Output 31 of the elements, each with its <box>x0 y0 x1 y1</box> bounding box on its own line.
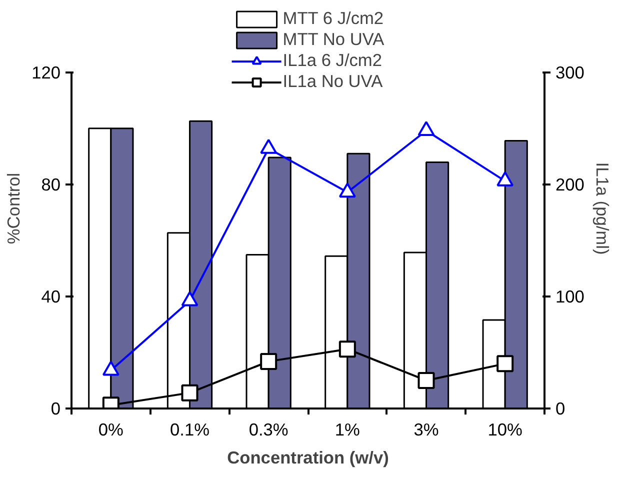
point <box>418 120 435 136</box>
point <box>418 372 435 389</box>
x-tick-label: 1% <box>334 420 360 440</box>
point <box>338 182 356 198</box>
legend-label: MTT 6 J/cm2 <box>282 8 384 29</box>
x-tick-label: 3% <box>414 420 439 440</box>
point <box>260 352 278 370</box>
x-tick-label: 0.3% <box>248 420 288 440</box>
x-tick-label: 10% <box>488 420 522 440</box>
point <box>260 138 278 154</box>
point <box>181 384 198 402</box>
point <box>338 340 356 358</box>
legend-label: IL1a 6 J/cm2 <box>282 50 382 71</box>
point <box>496 355 514 372</box>
legend-label: IL1a No UVA <box>282 71 383 92</box>
legend-label: MTT No UVA <box>282 29 384 50</box>
y-tick-label: 120 <box>32 62 61 82</box>
y2-tick-label: 200 <box>556 174 584 194</box>
y-tick-label: 40 <box>41 286 61 306</box>
y2-tick-label: 300 <box>556 62 584 82</box>
y-tick-label: 0 <box>50 398 61 418</box>
x-axis-title: Concentration (w/v) <box>227 448 389 468</box>
point <box>496 171 514 186</box>
x-tick-label: 0% <box>98 420 124 440</box>
y2-tick-label: 100 <box>556 286 584 306</box>
y-axis-title: %Control <box>4 172 24 244</box>
x-tick-label: 0.1% <box>170 420 210 440</box>
y2-tick-label: 0 <box>556 398 566 418</box>
point <box>181 291 198 306</box>
y2-axis-title: IL1a (pg/ml) <box>592 162 612 255</box>
y-tick-label: 80 <box>41 174 61 194</box>
